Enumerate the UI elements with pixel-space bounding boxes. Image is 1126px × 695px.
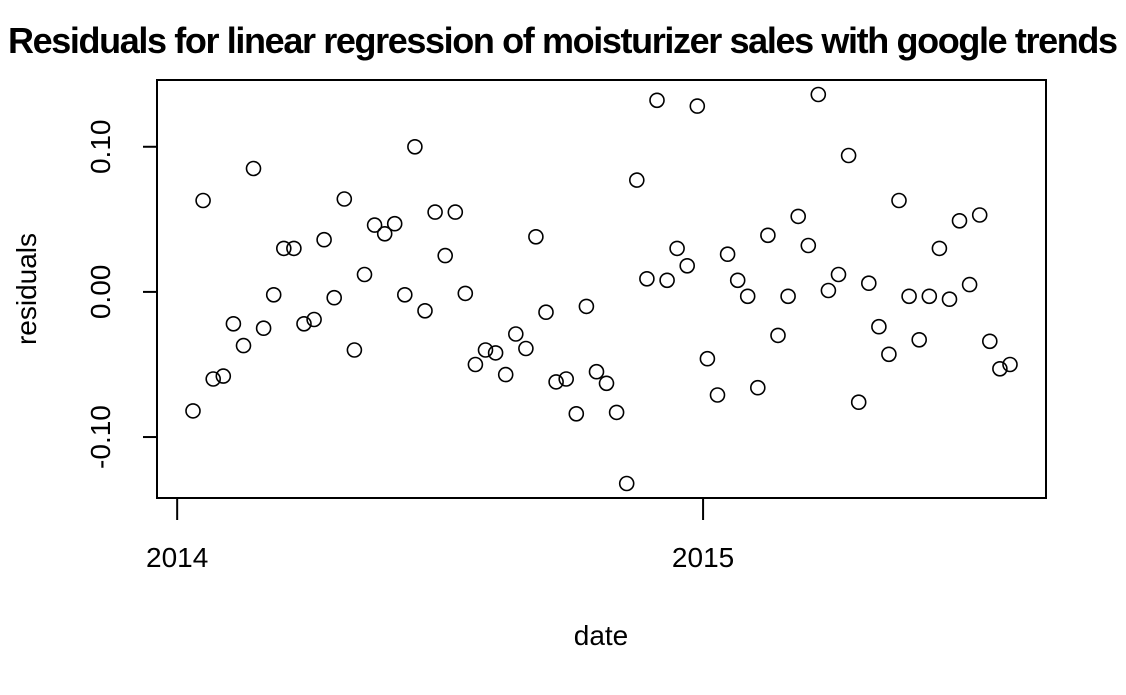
data-point xyxy=(225,315,242,332)
data-point xyxy=(649,92,665,109)
data-point xyxy=(598,375,615,392)
data-point xyxy=(407,139,423,155)
data-point xyxy=(548,374,564,390)
data-point xyxy=(709,387,726,403)
x-tick-label: 2014 xyxy=(146,542,208,573)
data-point xyxy=(911,331,928,348)
data-point xyxy=(578,298,595,315)
x-axis: 2014 2015 xyxy=(146,498,734,573)
data-point xyxy=(992,360,1008,377)
data-point xyxy=(497,366,514,383)
data-point xyxy=(568,405,585,422)
data-point xyxy=(951,213,968,229)
x-axis-label: date xyxy=(574,620,629,651)
data-point xyxy=(689,98,706,114)
data-point xyxy=(296,315,312,332)
data-point xyxy=(356,266,373,283)
data-point xyxy=(669,240,685,257)
data-point xyxy=(558,371,575,387)
data-point xyxy=(336,191,353,207)
data-point xyxy=(245,160,262,177)
data-point xyxy=(427,204,443,220)
data-point xyxy=(417,302,433,319)
data-point xyxy=(719,246,736,262)
data-point xyxy=(931,240,948,257)
data-point xyxy=(366,217,383,233)
data-point xyxy=(528,229,544,245)
data-point xyxy=(659,272,675,289)
data-point xyxy=(1002,356,1018,373)
data-point xyxy=(628,172,645,188)
data-point xyxy=(749,379,766,396)
data-point xyxy=(881,346,897,363)
data-point xyxy=(205,371,221,387)
data-point xyxy=(820,282,837,299)
data-points xyxy=(185,86,1018,492)
data-point xyxy=(507,326,524,342)
data-point xyxy=(326,289,343,306)
data-point xyxy=(286,240,302,257)
data-point xyxy=(770,327,786,344)
data-point xyxy=(941,291,958,308)
data-point xyxy=(981,333,998,350)
plot-frame xyxy=(156,79,1047,499)
data-point xyxy=(306,311,322,328)
data-point xyxy=(891,192,907,209)
data-point xyxy=(608,404,625,421)
data-point xyxy=(588,363,605,380)
data-point xyxy=(538,304,554,321)
data-point xyxy=(679,257,696,274)
data-point xyxy=(760,227,776,244)
data-point xyxy=(639,270,655,287)
data-point xyxy=(739,288,756,305)
data-point xyxy=(386,215,403,232)
y-tick-label: 0.10 xyxy=(85,120,116,175)
data-point xyxy=(860,275,877,292)
data-point xyxy=(275,240,292,257)
data-point xyxy=(255,320,272,337)
data-point xyxy=(901,288,917,305)
data-point xyxy=(961,276,978,293)
data-point xyxy=(800,237,817,254)
data-point xyxy=(780,288,796,305)
data-point xyxy=(618,475,635,492)
data-point xyxy=(840,147,857,164)
data-point xyxy=(195,192,211,209)
data-point xyxy=(467,356,484,373)
data-point xyxy=(185,403,201,419)
data-point xyxy=(447,204,464,220)
data-point xyxy=(850,394,867,411)
data-point xyxy=(215,368,232,384)
y-tick-label: -0.10 xyxy=(85,405,116,469)
data-point xyxy=(346,342,363,358)
x-tick-label: 2015 xyxy=(672,542,734,573)
data-point xyxy=(316,231,332,248)
data-point xyxy=(487,345,504,361)
y-axis-label: residuals xyxy=(11,233,42,345)
data-point xyxy=(437,247,454,264)
chart-title: Residuals for linear regression of moist… xyxy=(8,20,1118,61)
data-point xyxy=(265,286,282,303)
data-point xyxy=(729,272,746,289)
y-axis: -0.10 0.00 0.10 xyxy=(85,120,157,469)
data-point xyxy=(921,288,938,305)
data-point xyxy=(396,286,413,303)
data-point xyxy=(376,226,393,242)
data-point xyxy=(235,337,252,354)
data-point xyxy=(790,208,807,225)
data-point xyxy=(457,285,474,302)
data-point xyxy=(477,342,494,358)
data-point xyxy=(518,340,534,357)
data-point xyxy=(971,207,988,223)
data-point xyxy=(699,350,716,367)
data-point xyxy=(830,266,847,283)
data-point xyxy=(810,86,827,103)
y-tick-label: 0.00 xyxy=(85,265,116,320)
data-point xyxy=(871,318,887,335)
